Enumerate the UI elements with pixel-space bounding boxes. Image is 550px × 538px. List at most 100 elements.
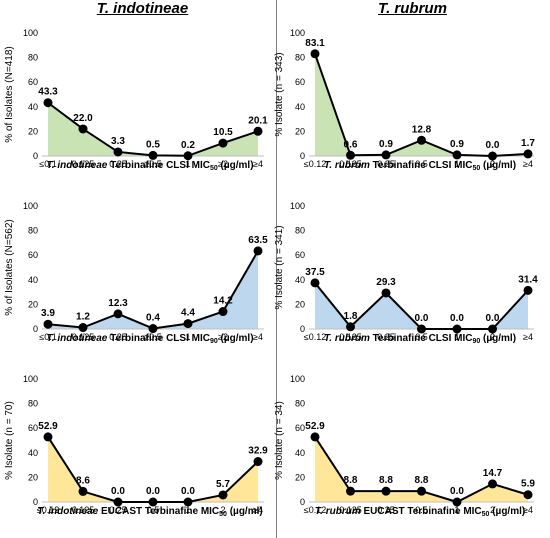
data-point xyxy=(113,309,123,319)
y-tick-label: 80 xyxy=(28,53,38,63)
x-axis-label-subscript: 50 xyxy=(472,165,480,172)
y-axis-label: % of Isolates (N=418) xyxy=(4,46,15,142)
data-point xyxy=(218,138,228,148)
x-axis-label-method: EUCAST Terbinafine MIC xyxy=(361,506,482,517)
column-divider xyxy=(276,0,277,538)
data-label: 32.9 xyxy=(248,446,268,457)
data-label: 8.6 xyxy=(76,475,90,486)
x-tick-label: 1 xyxy=(185,505,190,515)
x-tick-label: ≥2 xyxy=(218,332,228,342)
y-tick-label: 40 xyxy=(295,102,305,112)
data-point xyxy=(310,278,320,288)
x-tick-label: 0.25 xyxy=(109,159,127,169)
data-point xyxy=(381,486,391,496)
data-point xyxy=(113,497,123,507)
data-point xyxy=(43,319,53,329)
y-tick-label: 0 xyxy=(300,151,305,161)
data-label: 0.6 xyxy=(344,139,358,150)
x-tick-label: 1 xyxy=(454,505,459,515)
y-tick-label: 20 xyxy=(28,472,38,482)
x-tick-label: ≤0.12 xyxy=(304,505,326,515)
data-point xyxy=(253,246,263,256)
data-label: 5.9 xyxy=(521,479,535,490)
x-axis-label-species: T. indotineae xyxy=(46,333,107,344)
data-label: 0.0 xyxy=(450,313,464,324)
data-point xyxy=(452,324,462,334)
data-label: 10.5 xyxy=(213,127,233,138)
data-point xyxy=(417,486,426,496)
x-tick-label: ≥4 xyxy=(523,505,533,515)
data-point xyxy=(148,150,158,160)
x-axis-label-unit: (µg/ml) xyxy=(227,506,263,517)
data-point xyxy=(43,98,53,108)
y-axis-label: % Isolate (n = 343) xyxy=(274,52,285,136)
x-tick-label: ≥4 xyxy=(253,332,263,342)
y-tick-label: 60 xyxy=(28,250,38,260)
data-label: 0.9 xyxy=(379,139,393,150)
x-tick-label: 0.25 xyxy=(109,505,127,515)
data-label: 5.7 xyxy=(216,479,230,490)
chart-1: 0 20 40 60 80 100 43.3 ≤0.1 22.0 0.125 3.3 0.25 0.5 ≥… xyxy=(4,28,268,172)
x-axis-label-method: Terbinafine CLSI MIC xyxy=(370,333,473,344)
y-tick-label: 80 xyxy=(295,226,305,236)
x-axis-label-species: T. rubrum xyxy=(315,506,361,517)
data-point xyxy=(346,322,355,332)
data-label: 43.3 xyxy=(38,87,58,98)
y-tick-label: 0 xyxy=(300,497,305,507)
x-axis-label-unit: (µg/ml) xyxy=(480,333,516,344)
area-fill xyxy=(315,53,528,156)
x-tick-label: 0.125 xyxy=(339,332,362,342)
x-axis-label-species: T. indotineae xyxy=(37,506,98,517)
x-tick-label: ≥0.5 xyxy=(144,332,161,342)
x-tick-label: 0.25 xyxy=(377,159,395,169)
y-tick-label: 20 xyxy=(295,126,305,136)
x-axis-label-unit: (µg/ml) xyxy=(218,333,254,344)
x-tick-label: ≥2 xyxy=(218,159,228,169)
data-label: 63.5 xyxy=(248,235,268,246)
x-tick-label: ≤0.12 xyxy=(304,159,326,169)
y-axis-label: % of Isolates (N=562) xyxy=(4,219,15,315)
x-axis-label-method: Terbinafine CLSI MIC xyxy=(107,333,210,344)
left-column-title: T. indotineae xyxy=(96,0,189,17)
y-tick-label: 100 xyxy=(290,201,305,211)
x-tick-label: ≥4 xyxy=(523,332,533,342)
data-point xyxy=(346,486,355,496)
data-point xyxy=(218,490,228,500)
data-point xyxy=(113,147,123,157)
y-tick-label: 100 xyxy=(23,201,38,211)
y-tick-label: 80 xyxy=(295,53,305,63)
x-tick-label: 0.5 xyxy=(415,505,428,515)
x-tick-label: 2 xyxy=(490,505,495,515)
y-tick-label: 0 xyxy=(33,151,38,161)
data-point xyxy=(148,497,158,507)
data-point xyxy=(452,150,462,160)
data-label: 0.0 xyxy=(181,486,195,497)
y-tick-label: 20 xyxy=(28,299,38,309)
data-point xyxy=(417,135,426,145)
data-point xyxy=(381,288,391,298)
data-label: 52.9 xyxy=(305,421,325,432)
y-tick-label: 0 xyxy=(300,324,305,334)
x-tick-label: 0.25 xyxy=(377,505,395,515)
x-axis-label-subscript: 90 xyxy=(472,338,480,345)
data-point xyxy=(78,486,88,496)
data-label: 31.4 xyxy=(518,274,538,285)
data-label: 3.3 xyxy=(111,136,125,147)
data-point xyxy=(183,151,193,161)
x-axis-label: T. rubrum Terbinafine CLSI MIC50 (µg/ml) xyxy=(324,160,516,172)
x-tick-label: ≤0.1 xyxy=(39,159,56,169)
data-label: 52.9 xyxy=(38,421,58,432)
data-label: 4.4 xyxy=(181,308,195,319)
y-tick-label: 80 xyxy=(28,399,38,409)
y-tick-label: 60 xyxy=(295,423,305,433)
y-tick-label: 20 xyxy=(295,472,305,482)
x-axis-label: T. indotineae EUCAST Terbinafine MIC50 (… xyxy=(37,506,262,518)
x-tick-label: 0.125 xyxy=(72,505,95,515)
x-tick-label: 0.25 xyxy=(377,332,395,342)
x-axis-label: T. rubrum Terbinafine CLSI MIC90 (µg/ml) xyxy=(324,333,516,345)
y-axis-label: % Isolate (n = 34) xyxy=(274,401,285,480)
data-label: 3.9 xyxy=(41,308,55,319)
data-label: 0.0 xyxy=(415,313,429,324)
data-label: 37.5 xyxy=(305,267,325,278)
x-tick-label: ≥4 xyxy=(523,159,533,169)
